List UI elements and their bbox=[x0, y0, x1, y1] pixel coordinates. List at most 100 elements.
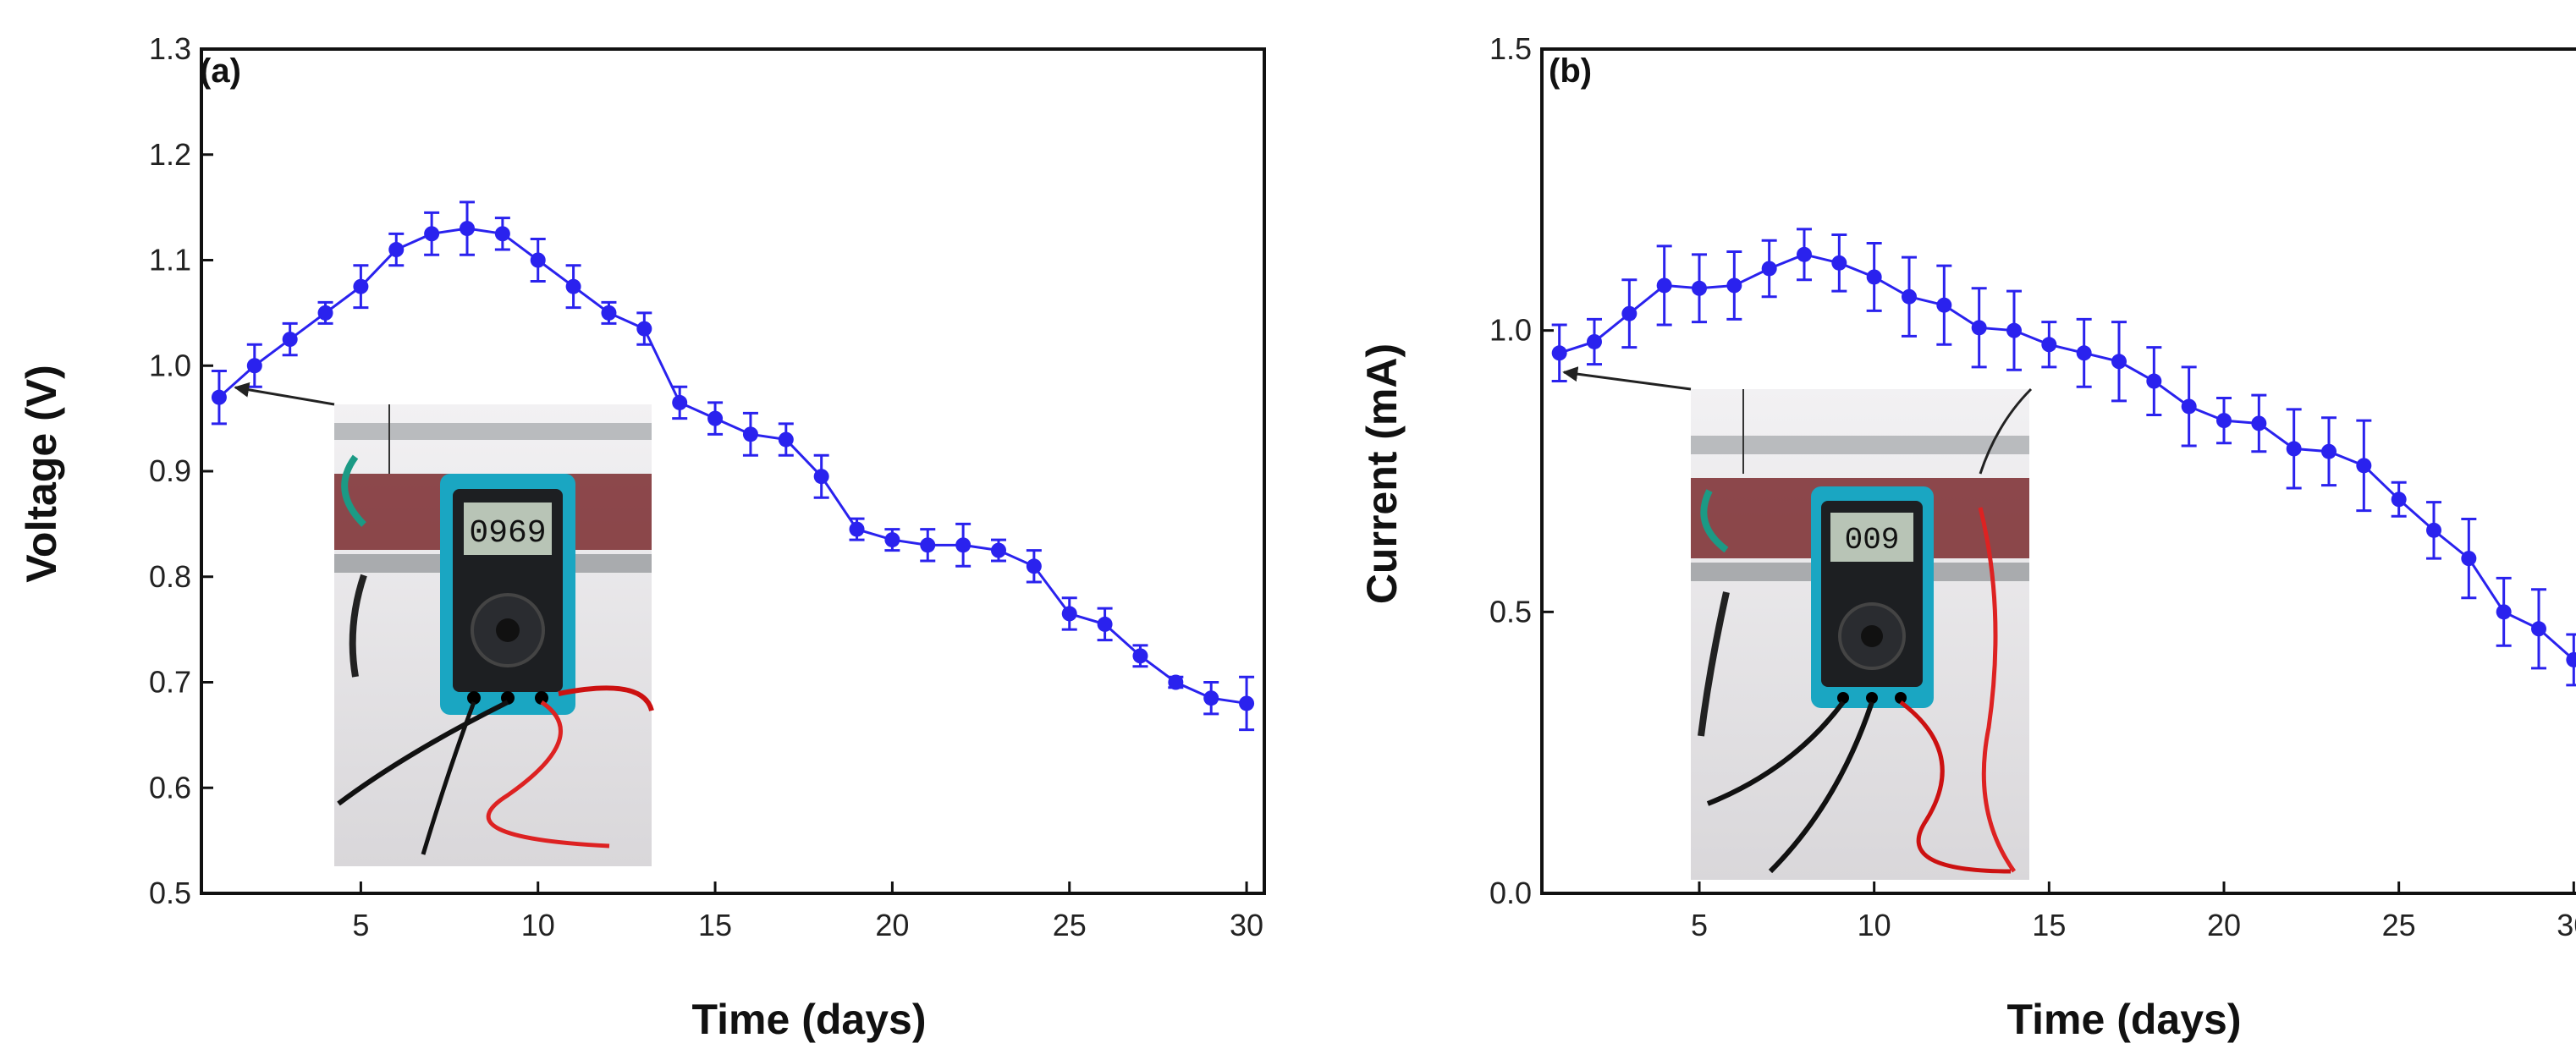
voltage-x-tick-label: 20 bbox=[875, 908, 909, 942]
voltage-data-point bbox=[813, 469, 829, 485]
current-y-tick-label: 1.5 bbox=[1489, 31, 1532, 66]
voltage-data-point bbox=[884, 532, 900, 548]
current-x-tick-label: 20 bbox=[2207, 908, 2241, 942]
voltage-data-point bbox=[601, 305, 617, 321]
current-data-point bbox=[2461, 551, 2477, 567]
current-data-point bbox=[2286, 441, 2302, 457]
voltage-data-point bbox=[388, 242, 405, 258]
current-y-tick-label: 0.0 bbox=[1489, 876, 1532, 910]
voltage-y-ticks: 0.5 0.6 0.7 0.8 0.9 1.0 1.1 1.2 1.3 bbox=[149, 31, 213, 910]
panel-current: 009 5 10 15 20 25 30 0.0 0.5 1.0 1.5 (b) Time (d… bbox=[1358, 31, 2576, 1043]
voltage-data-point bbox=[1026, 558, 1042, 574]
current-marks bbox=[1551, 228, 2576, 687]
voltage-y-tick-label: 0.5 bbox=[149, 876, 191, 910]
voltage-data-point bbox=[1132, 648, 1148, 664]
voltage-x-tick-label: 10 bbox=[521, 908, 555, 942]
voltage-data-point bbox=[920, 537, 936, 553]
voltage-data-point bbox=[778, 431, 794, 448]
current-data-point bbox=[2321, 443, 2337, 459]
current-data-point bbox=[2356, 458, 2372, 474]
current-x-tick-label: 25 bbox=[2382, 908, 2416, 942]
voltage-data-point bbox=[742, 426, 758, 442]
current-data-point bbox=[1902, 288, 1917, 305]
current-data-point bbox=[1761, 261, 1777, 277]
current-x-tick-label: 10 bbox=[1858, 908, 1891, 942]
voltage-data-point bbox=[565, 278, 581, 294]
voltage-panel-label: (a) bbox=[200, 52, 241, 90]
voltage-y-tick-label: 0.6 bbox=[149, 770, 191, 805]
voltage-data-point bbox=[991, 542, 1006, 558]
voltage-x-axis-title: Time (days) bbox=[692, 996, 927, 1043]
voltage-data-point bbox=[317, 305, 333, 321]
current-x-tick-label: 30 bbox=[2557, 908, 2576, 942]
current-data-point bbox=[2111, 354, 2127, 370]
voltage-x-tick-label: 30 bbox=[1230, 908, 1263, 942]
current-data-point bbox=[1656, 277, 1672, 294]
current-data-point bbox=[1692, 280, 1707, 296]
current-data-point bbox=[2041, 337, 2057, 353]
current-data-point bbox=[1866, 269, 1882, 285]
current-y-axis-title: Current (mA) bbox=[1358, 343, 1406, 604]
voltage-x-tick-label: 15 bbox=[698, 908, 732, 942]
voltage-data-point bbox=[353, 278, 369, 294]
current-data-point bbox=[2566, 651, 2576, 667]
voltage-x-tick-label: 25 bbox=[1053, 908, 1087, 942]
voltage-y-tick-label: 0.9 bbox=[149, 453, 191, 488]
current-x-tick-label: 5 bbox=[1691, 908, 1708, 942]
current-data-point bbox=[2181, 398, 2197, 415]
voltage-y-tick-label: 1.1 bbox=[149, 243, 191, 277]
current-x-axis-title: Time (days) bbox=[2007, 996, 2242, 1043]
current-y-tick-label: 1.0 bbox=[1489, 313, 1532, 348]
current-x-ticks: 5 10 15 20 25 30 bbox=[1691, 881, 2576, 942]
voltage-x-ticks: 5 10 15 20 25 30 bbox=[352, 881, 1263, 942]
current-data-point bbox=[1726, 277, 1742, 294]
inset-arrow-b bbox=[1562, 366, 1692, 391]
voltage-data-point bbox=[849, 521, 865, 537]
current-data-point bbox=[1831, 255, 1847, 271]
voltage-data-point bbox=[955, 537, 972, 553]
voltage-y-tick-label: 1.2 bbox=[149, 137, 191, 172]
current-plot-frame bbox=[1540, 47, 2576, 895]
current-x-tick-label: 15 bbox=[2032, 908, 2066, 942]
current-data-point bbox=[2251, 415, 2267, 431]
current-data-point bbox=[1587, 333, 1602, 349]
inset-display-reading: 0969 bbox=[469, 515, 546, 552]
voltage-y-tick-label: 0.7 bbox=[149, 665, 191, 700]
voltage-data-point bbox=[494, 226, 510, 242]
current-data-point bbox=[2426, 522, 2441, 538]
current-data-point bbox=[2006, 322, 2022, 338]
current-data-point bbox=[1551, 345, 1567, 361]
voltage-data-point bbox=[1097, 616, 1113, 632]
voltage-data-point bbox=[530, 252, 546, 268]
voltage-data-point bbox=[1168, 674, 1184, 690]
voltage-data-point bbox=[282, 332, 298, 348]
voltage-data-point bbox=[460, 221, 475, 237]
voltage-y-tick-label: 0.8 bbox=[149, 559, 191, 594]
current-data-point bbox=[2391, 492, 2407, 508]
current-y-tick-label: 0.5 bbox=[1489, 594, 1532, 629]
current-data-point bbox=[1797, 246, 1812, 262]
inset-display-reading-b: 009 bbox=[1845, 523, 1900, 557]
current-data-point bbox=[2531, 621, 2546, 637]
voltage-y-axis-title: Voltage (V) bbox=[18, 365, 65, 582]
voltage-data-point bbox=[211, 389, 227, 405]
panel-voltage: 0969 5 10 15 20 25 30 0.5 0.6 0.7 0.8 0.9 1.0 1.1 1.… bbox=[18, 31, 1266, 1043]
voltage-data-point bbox=[424, 226, 440, 242]
voltage-data-point bbox=[246, 358, 262, 374]
voltage-data-point bbox=[1239, 695, 1255, 711]
current-data-point bbox=[2146, 373, 2162, 389]
voltage-y-tick-label: 1.0 bbox=[149, 348, 191, 382]
current-y-ticks: 0.0 0.5 1.0 1.5 bbox=[1489, 31, 1554, 910]
inset-arrow bbox=[234, 382, 335, 406]
current-inset-photo: 009 bbox=[1562, 366, 2033, 880]
voltage-x-tick-label: 5 bbox=[352, 908, 369, 942]
voltage-data-point bbox=[1203, 690, 1219, 706]
voltage-data-point bbox=[1061, 606, 1077, 622]
voltage-data-point bbox=[672, 394, 688, 410]
voltage-data-point bbox=[707, 410, 724, 426]
current-data-point bbox=[2496, 604, 2512, 620]
voltage-inset-photo: 0969 bbox=[234, 382, 654, 866]
current-data-point bbox=[2216, 413, 2232, 429]
current-data-point bbox=[1936, 297, 1952, 313]
